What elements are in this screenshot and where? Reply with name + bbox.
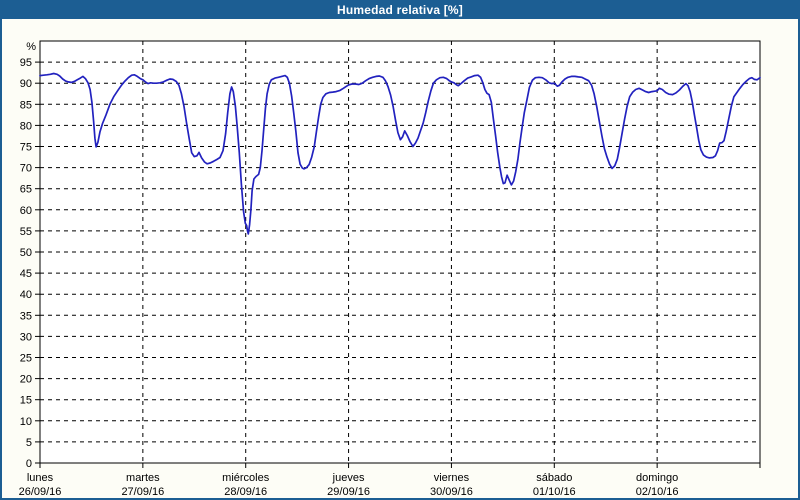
y-tick-label: 90 [20, 78, 32, 90]
y-tick-label: 15 [20, 395, 32, 407]
x-axis-labels: lunes 26/09/16 martes 27/09/16 miércoles 28/0… [19, 472, 679, 498]
day-date-label: 29/09/16 [327, 486, 370, 498]
y-tick-label: 10 [20, 416, 32, 428]
y-tick-label: 50 [20, 247, 32, 259]
y-tick-label: 20 [20, 374, 32, 386]
day-date-label: 01/10/16 [533, 486, 576, 498]
plot-frame [39, 40, 761, 464]
y-tick-label: 80 [20, 120, 32, 132]
day-name-label: domingo [636, 472, 678, 484]
y-tick-label: 65 [20, 184, 32, 196]
y-tick-label: 95 [20, 57, 32, 69]
y-tick-label: 40 [20, 289, 32, 301]
day-date-label: 27/09/16 [121, 486, 164, 498]
vertical-gridlines [142, 41, 658, 463]
day-date-label: 28/09/16 [224, 486, 267, 498]
y-tick-label: 0 [26, 458, 32, 470]
day-date-label: 30/09/16 [430, 486, 473, 498]
day-name-label: martes [126, 472, 160, 484]
y-axis-unit-label: % [26, 41, 36, 53]
y-tick-label: 70 [20, 163, 32, 175]
y-tick-label: 5 [26, 437, 32, 449]
chart-title: Humedad relativa [%] [336, 3, 464, 17]
axis-ticks [35, 61, 761, 468]
day-name-label: lunes [27, 472, 54, 484]
y-tick-label: 55 [20, 226, 32, 238]
day-name-label: sábado [536, 472, 572, 484]
day-name-label: jueves [332, 472, 365, 484]
y-tick-label: 25 [20, 353, 32, 365]
horizontal-gridlines [40, 61, 760, 443]
day-name-label: viernes [434, 472, 470, 484]
humidity-line [39, 72, 761, 235]
chart-container: 0 5 10 15 20 25 30 35 40 45 50 55 60 65 70 75 80 85 90 95% l… [2, 21, 798, 498]
y-axis-labels: 0 5 10 15 20 25 30 35 40 45 50 55 60 65 70 75 80 85 90 95 [20, 57, 32, 470]
y-tick-label: 30 [20, 331, 32, 343]
y-tick-label: 35 [20, 310, 32, 322]
day-date-label: 02/10/16 [636, 486, 679, 498]
day-name-label: miércoles [222, 472, 270, 484]
y-tick-label: 75 [20, 142, 32, 154]
y-tick-label: 85 [20, 99, 32, 111]
humidity-chart: 0 5 10 15 20 25 30 35 40 45 50 55 60 65 70 75 80 85 90 95% l… [19, 40, 761, 498]
day-date-label: 26/09/16 [19, 486, 62, 498]
chart-title-bar: Humedad relativa [%] [2, 2, 798, 19]
y-tick-label: 60 [20, 205, 32, 217]
y-tick-label: 45 [20, 268, 32, 280]
